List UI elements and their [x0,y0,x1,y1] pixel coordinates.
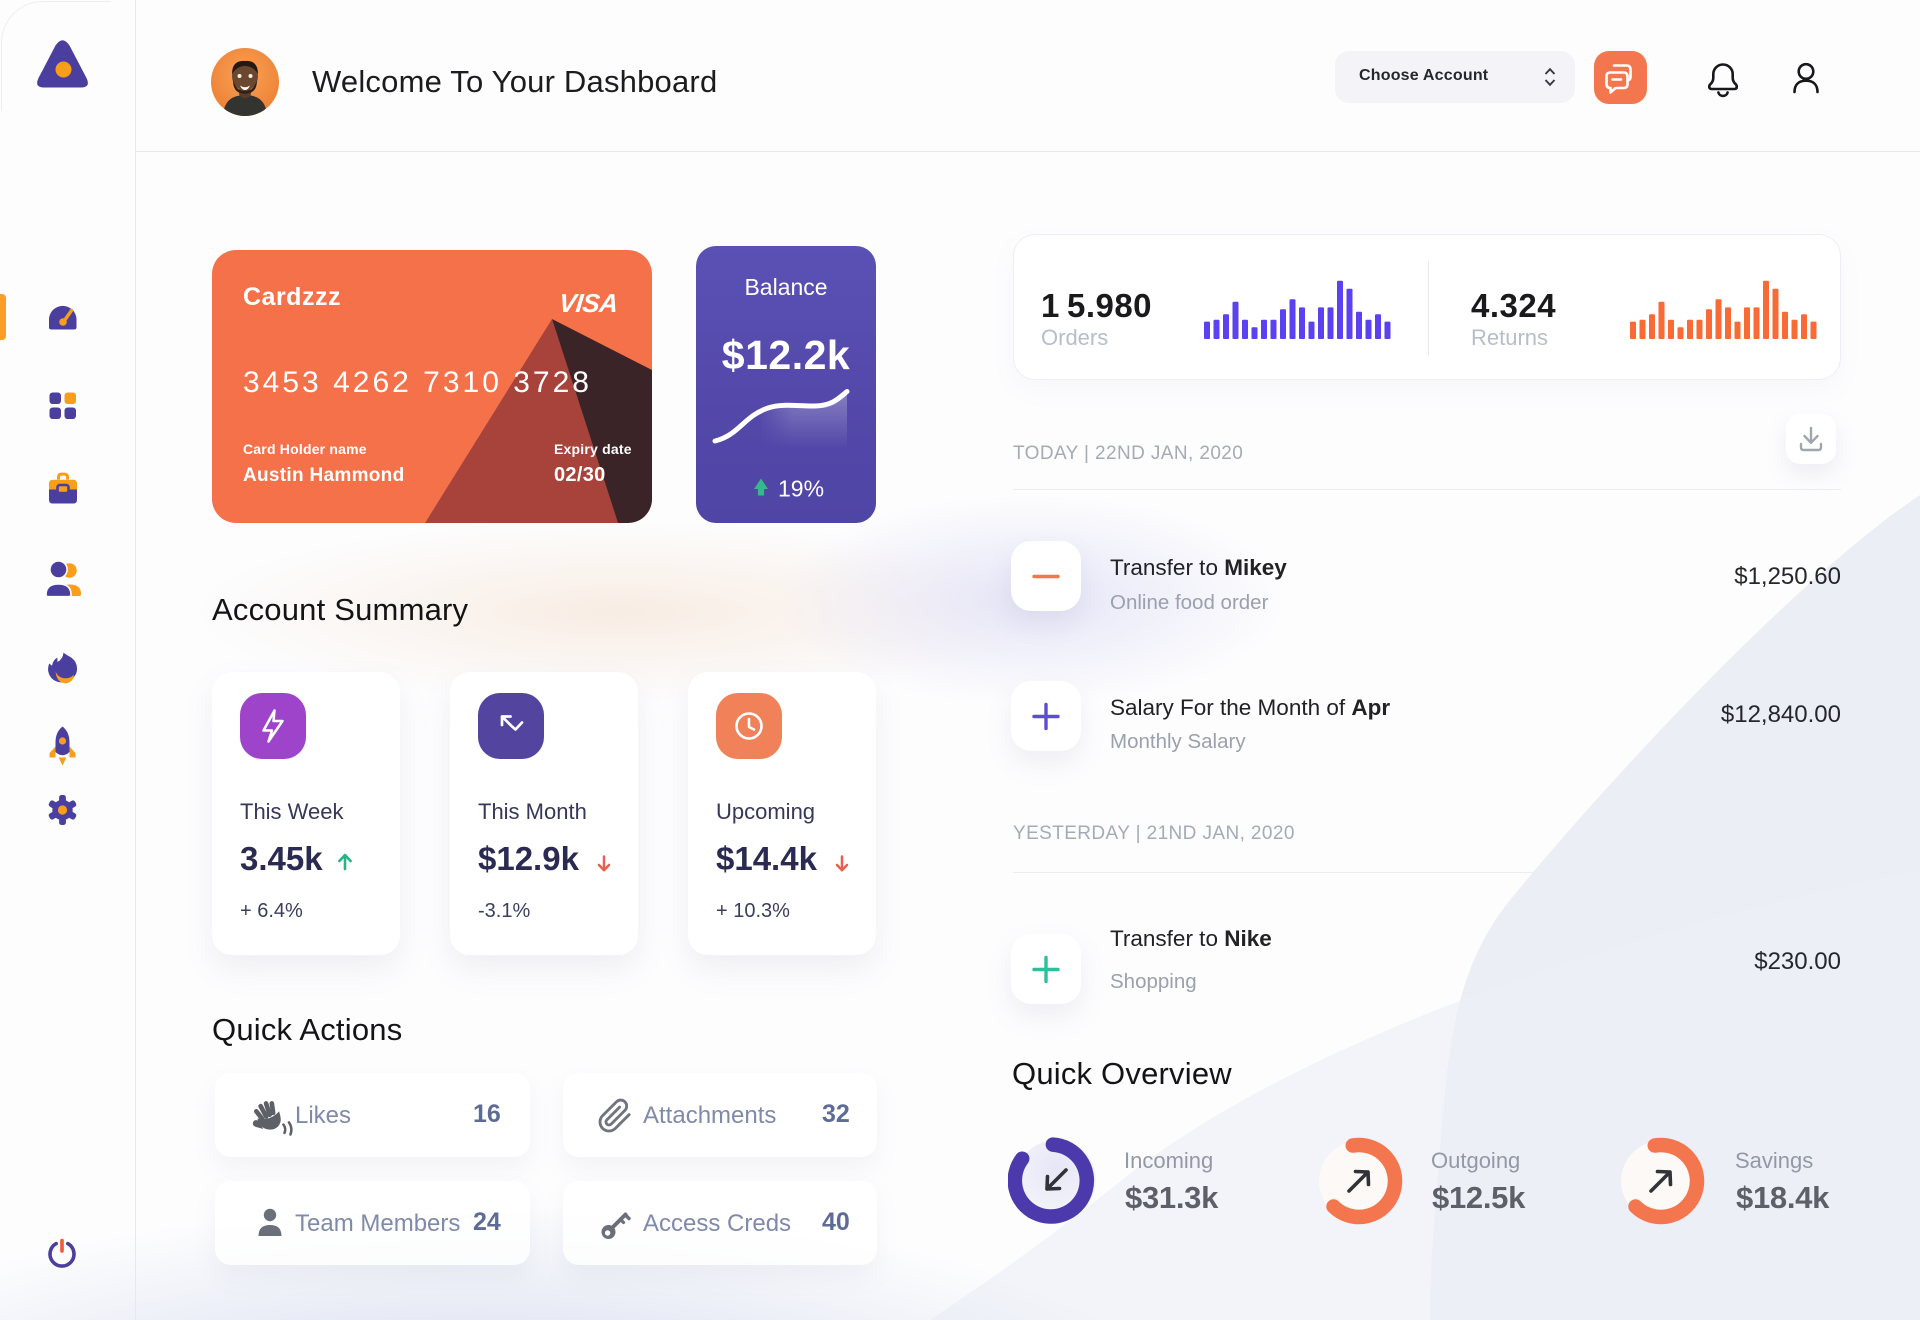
svg-text:19%: 19% [778,476,824,502]
